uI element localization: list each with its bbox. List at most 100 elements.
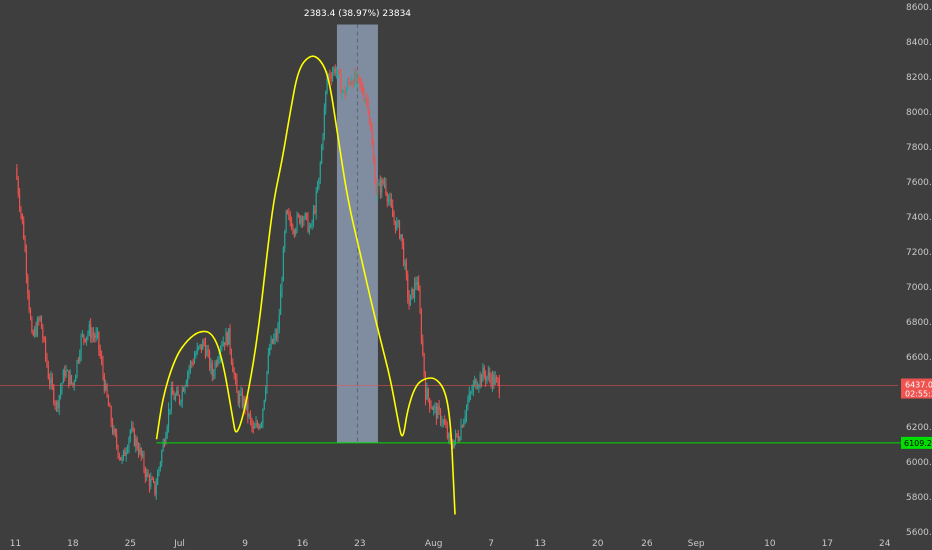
candle-body	[304, 213, 306, 219]
candle-body	[47, 365, 49, 379]
candle-body	[318, 177, 320, 188]
candle-body	[113, 429, 115, 433]
candle-body	[166, 426, 168, 436]
candle-body	[359, 77, 361, 84]
candle-body	[174, 395, 176, 400]
candle-body	[299, 215, 301, 224]
candle-body	[117, 445, 119, 456]
y-tick-label: 6600.0	[906, 353, 932, 363]
candle-body	[325, 91, 327, 109]
candle-body	[198, 346, 200, 348]
candle-body	[377, 185, 379, 195]
candle-body	[336, 73, 338, 75]
candle-body	[437, 406, 439, 419]
candle-body	[475, 379, 477, 389]
candle-body	[452, 445, 454, 448]
candle-body	[192, 362, 194, 364]
candle-body	[367, 100, 369, 112]
candle-body	[307, 214, 309, 232]
y-tick-label: 6000.0	[906, 458, 932, 468]
candle-body	[370, 121, 372, 130]
candle-body	[214, 362, 216, 375]
candle-body	[60, 389, 62, 396]
time-axis[interactable]: 11 18 25 Jul 9 16 23 Aug 7 13 20 26 Sep 10 17 24	[10, 539, 891, 549]
candle-body	[49, 378, 51, 384]
candle-body	[84, 338, 86, 342]
candle-body	[57, 402, 59, 408]
candle-body	[101, 356, 103, 362]
date-price-range-box: 2383.4 (38.97%) 23834	[304, 9, 411, 443]
candle-body	[366, 99, 368, 101]
candle-body	[27, 276, 29, 293]
candle-body	[239, 394, 241, 403]
candle-body	[237, 392, 239, 403]
candle-body	[442, 420, 444, 422]
candle-body	[467, 400, 469, 406]
candle-body	[498, 380, 500, 394]
candle-body	[420, 312, 422, 341]
candle-body	[90, 324, 92, 339]
y-tick-label: 7600.0	[906, 178, 932, 188]
candle-body	[154, 481, 156, 495]
candle-body	[460, 425, 462, 439]
price-tags: 6437.002:55:34 6109.2	[901, 378, 932, 449]
candle-body	[36, 319, 38, 336]
candle-body	[172, 387, 174, 395]
candle-body	[173, 394, 175, 400]
candle-body	[292, 229, 294, 231]
candle-body	[210, 362, 212, 369]
candle-body	[345, 88, 347, 95]
candle-body	[337, 70, 339, 74]
range-box	[336, 24, 378, 443]
candle-body	[301, 217, 304, 222]
candle-body	[472, 383, 474, 392]
candle-body	[50, 377, 52, 384]
candle-body	[342, 90, 345, 92]
last-price-value: 6437.0	[905, 381, 932, 390]
candle-body	[51, 377, 53, 387]
candle-body	[28, 292, 30, 310]
candle-body	[476, 387, 478, 389]
candle-body	[438, 406, 440, 410]
candle-body	[43, 338, 45, 340]
candle-body	[424, 375, 427, 400]
candle-body	[340, 73, 342, 94]
candle-body	[127, 448, 129, 453]
candle-body	[188, 368, 190, 373]
candle-body	[152, 479, 155, 482]
candle-body	[297, 215, 299, 217]
candle-body	[400, 234, 402, 239]
candle-body	[87, 333, 89, 337]
candle-body	[140, 448, 142, 456]
price-axis[interactable]: 5600.05800.06000.06200.06400.06600.06800…	[906, 3, 932, 538]
candle-body	[80, 335, 82, 355]
candle-body	[250, 414, 252, 420]
candle-body	[105, 384, 107, 391]
candle-body	[120, 457, 122, 461]
candle-body	[143, 454, 145, 470]
candle-body	[121, 458, 123, 461]
candle-body	[403, 243, 405, 265]
candle-body	[286, 210, 289, 214]
candle-body	[348, 81, 350, 83]
candle-body	[66, 370, 68, 372]
candle-body	[418, 282, 420, 291]
candle-body	[199, 344, 201, 347]
range-measure-label: 2383.4 (38.97%) 23834	[304, 9, 411, 19]
candle-body	[187, 372, 189, 382]
candle-body	[295, 229, 297, 234]
candle-body	[445, 424, 447, 428]
candle-body	[254, 426, 256, 429]
candle-body	[58, 395, 60, 408]
candle-body	[355, 72, 357, 82]
candle-body	[111, 422, 114, 433]
candle-body	[139, 448, 141, 454]
candle-body	[482, 367, 484, 382]
candle-body	[161, 450, 163, 463]
candle-body	[102, 361, 104, 376]
candle-body	[278, 314, 280, 329]
candle-body	[88, 324, 90, 334]
candle-body	[72, 382, 74, 386]
candle-body	[456, 433, 458, 436]
